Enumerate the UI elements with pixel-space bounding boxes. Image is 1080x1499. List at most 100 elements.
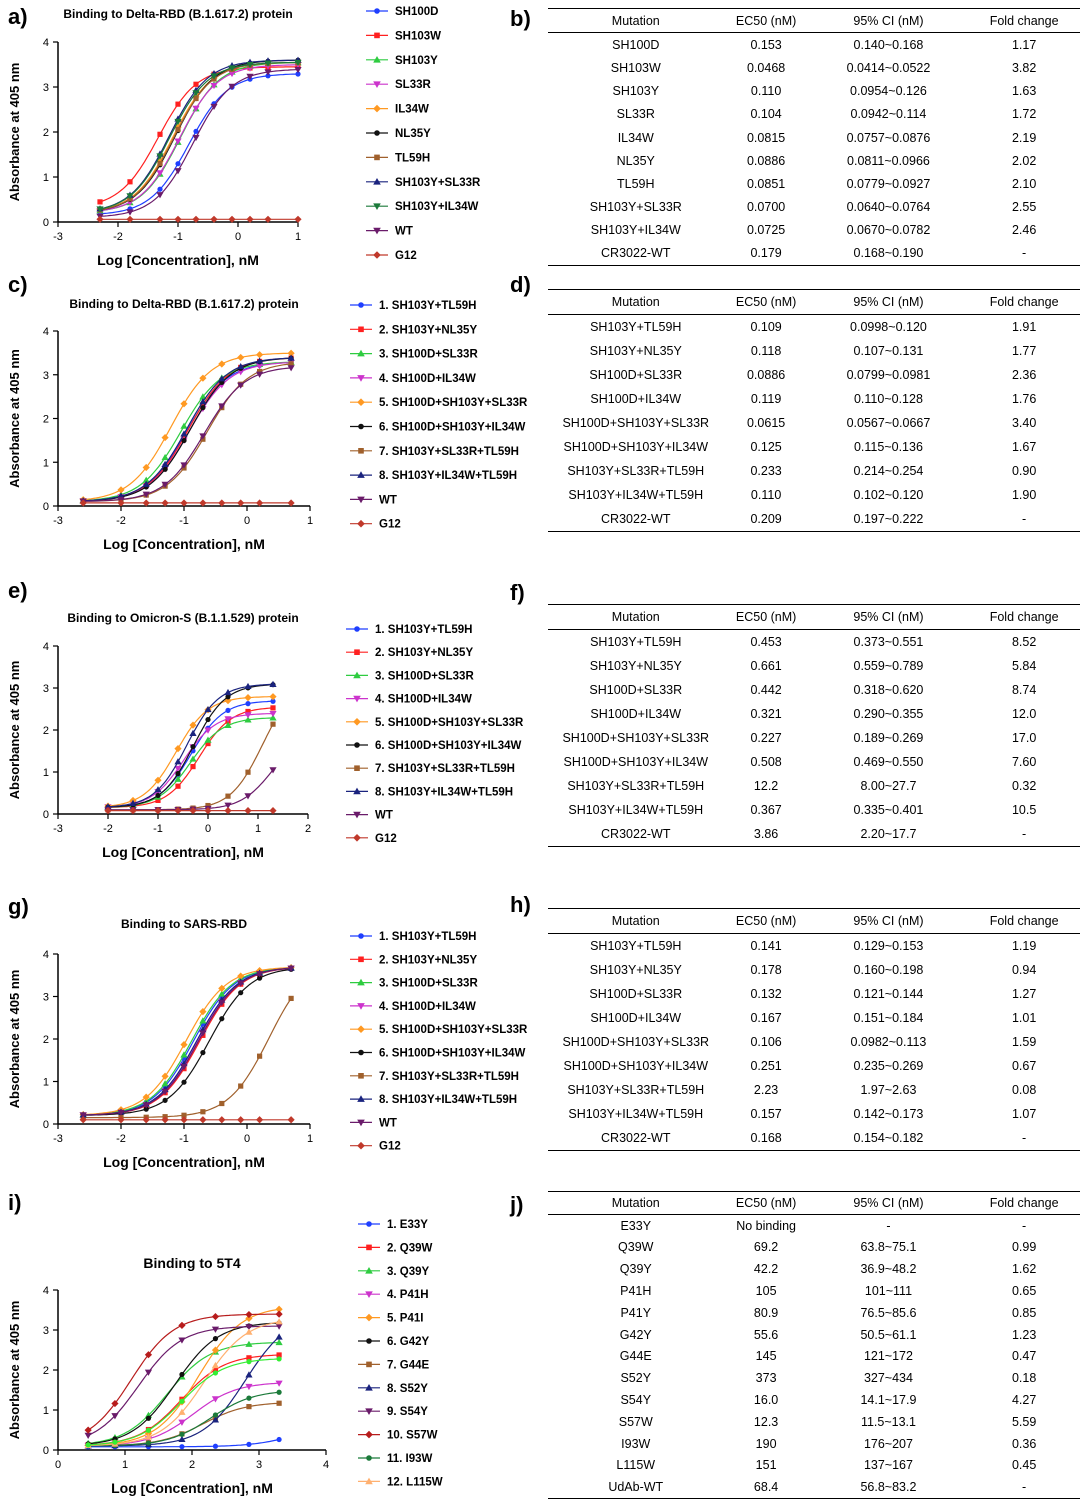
table-cell: 0.94 [1011,963,1037,977]
data-point [276,1352,282,1358]
table-row: SH100D+SH103Y+SL33R 0.227 0.189~0.269 17.0 [548,726,1080,750]
series-line [107,683,273,808]
table-cell: 0.227 [750,731,782,745]
table-cell: 0.85 [1011,1305,1037,1320]
legend-label: WT [375,810,393,822]
data-point [218,990,226,997]
table-cell: - [968,1476,1080,1499]
data-point [127,179,133,185]
data-point [161,499,169,507]
series-line [83,998,292,1119]
table-cell: 1.59 [1011,1035,1037,1049]
x-tick-label: -1 [179,1133,189,1145]
table-cell: 0.140~0.168 [853,37,924,52]
data-point [205,740,211,747]
table-cell: 2.55 [1011,200,1037,215]
series-line [99,62,298,212]
table-row: SH103Y+IL34W+TL59H 0.110 0.102~0.120 1.90 [548,483,1080,507]
x-tick-label: 0 [244,515,250,527]
legend-entry: 2. Q39W [358,1242,433,1254]
y-tick-label: 0 [43,809,49,821]
panel-letter-h: h) [510,892,531,917]
data-point [79,499,87,507]
column-header: 95% CI (nM) [808,7,969,34]
table-cell: - [968,1126,1080,1151]
table-cell: 0.0468 [746,60,786,75]
data-point [199,1116,207,1124]
series-line [87,1325,280,1436]
data-point [156,215,164,223]
data-point [245,769,251,775]
table-cell: 1.07 [1011,1107,1037,1121]
data-point [264,69,272,76]
y-tick-label: 3 [43,1325,49,1337]
data-point [205,716,211,723]
data-point [189,729,197,737]
data-point [219,1100,225,1107]
table-cell: 0.107~0.131 [853,344,924,358]
table-cell: 0.0615 [746,416,786,430]
table-cell: SH100D+SH103Y+IL34W [563,1059,709,1073]
table-row: S52Y 373 327~434 0.18 [548,1367,1080,1389]
series-8-sh103y-il34w-tl59h [104,680,277,810]
data-point [161,460,169,467]
y-tick-label: 0 [43,217,49,229]
table-cell: Q39W [618,1240,654,1255]
table-cell: 0.110 [750,488,782,502]
legend-entry: WT [350,1117,397,1129]
table-row: Q39W 69.2 63.8~75.1 0.99 [548,1237,1080,1259]
y-axis-label: Absorbance at 405 nm [7,1301,22,1440]
table-cell: 4.27 [1011,1393,1037,1408]
data-point [212,1336,219,1342]
table-cell: 1.67 [1011,440,1037,454]
series-line [83,361,292,502]
data-point [155,797,161,803]
table-cell: 8.00~27.7 [860,779,917,793]
table-cell: 0.32 [1011,779,1037,793]
data-point [218,499,226,507]
column-header: Fold change [968,604,1080,630]
chart-title: Binding to 5T4 [143,1255,240,1271]
data-point [142,499,150,507]
data-point [270,698,276,704]
data-point [175,126,181,133]
legend-label: IL34W [395,104,429,116]
data-point [244,793,252,800]
legend-label: 6. SH100D+SH103Y+IL34W [379,422,526,434]
table-cell: SH100D+SL33R [589,683,683,697]
legend-entry: 6. SH100D+SH103Y+IL34W [346,740,522,752]
legend-entry: 5. P41I [358,1313,423,1325]
table-header-row: Mutation EC50 (nM) 95% CI (nM) Fold change [548,908,1080,934]
axes [57,1290,326,1451]
table-cell: 0.36 [1011,1436,1037,1451]
data-point [246,73,254,80]
table-cell: SH103W [610,60,661,75]
data-point [246,61,254,69]
data-point [174,118,182,126]
data-point [246,1395,252,1401]
table-cell: 8.52 [1011,635,1037,649]
data-point [245,701,251,707]
data-point [111,1413,119,1420]
data-point [84,1426,92,1434]
table-cell: 0.0954~0.126 [850,84,927,99]
table-cell: SH100D+SH103Y+IL34W [563,755,709,769]
table-sars-rbd: Mutation EC50 (nM) 95% CI (nM) Fold change S… [548,908,1080,1151]
data-point [154,786,162,793]
data-point [275,1318,283,1325]
y-tick-label: 1 [43,1077,49,1089]
data-point [245,1324,253,1331]
data-point [256,371,264,378]
data-point [156,170,164,177]
data-point [237,353,245,362]
table-cell: 1.90 [1011,488,1037,502]
series-line [88,1322,280,1445]
table-cell: SH100D+SL33R [589,987,683,1001]
table-cell: 1.91 [1011,320,1037,334]
data-point [162,1097,168,1103]
x-tick-label: 1 [307,1133,313,1145]
data-point [212,1443,219,1449]
table-cell: 2.02 [1011,153,1037,168]
legend-label: TL59H [395,152,430,164]
data-point [294,59,302,67]
